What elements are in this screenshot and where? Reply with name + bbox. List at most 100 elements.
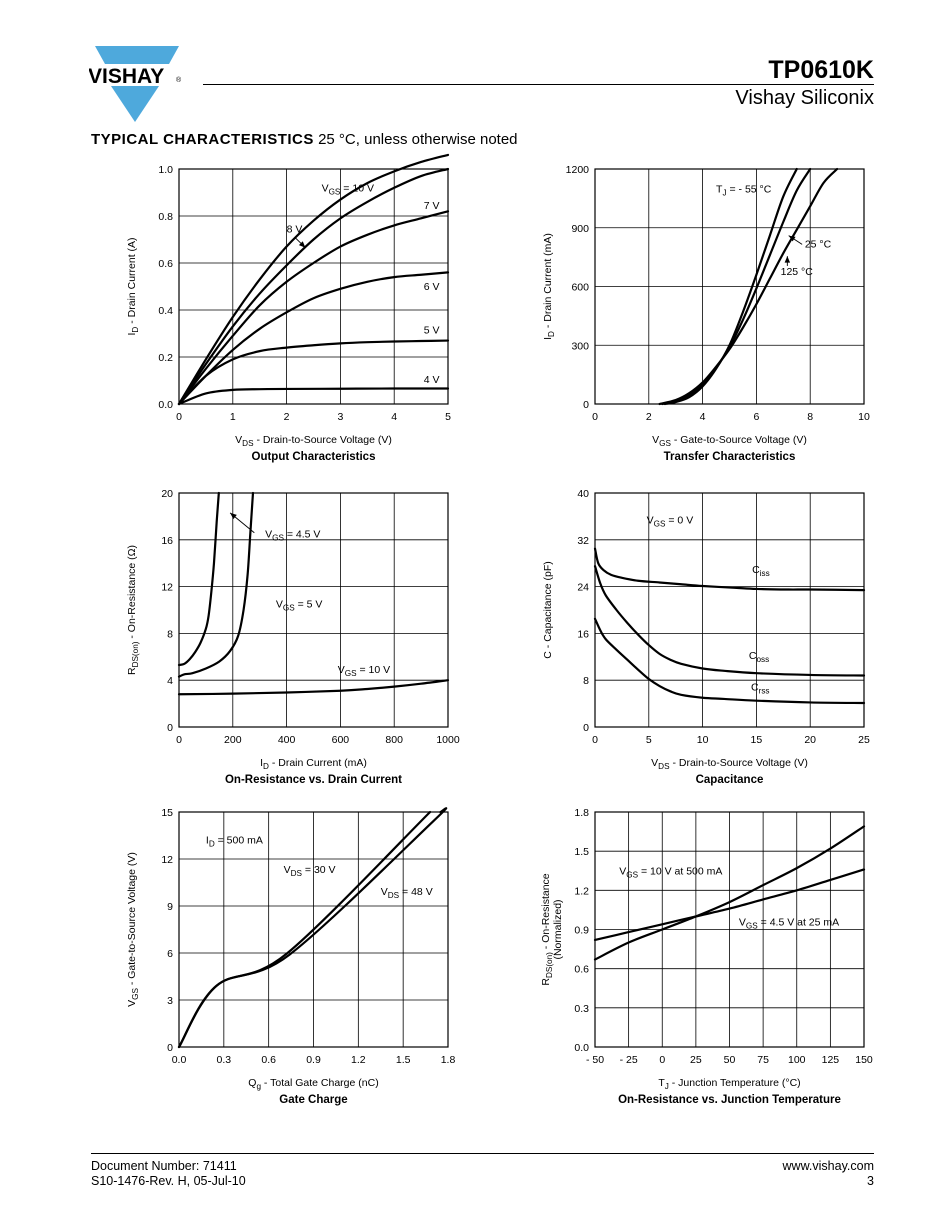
series-line-vgs-4-5-v-at-25-ma [593, 868, 866, 942]
annotation-label-main: C [749, 650, 757, 662]
y-axis-label-sub: GS [131, 988, 140, 1000]
series-line-crss [593, 617, 866, 705]
y-tick-label: 0.0 [158, 399, 173, 411]
annotation-label: Ciss [752, 564, 770, 578]
annotation-label-main: V [619, 866, 626, 878]
annotation-label: VGS = 10 V at 500 mA [619, 866, 722, 880]
annotation-label-rest: = - 55 °C [727, 184, 772, 196]
x-tick-label: 600 [332, 734, 350, 746]
x-tick-label: 1.8 [441, 1054, 456, 1066]
y-tick-label: 32 [577, 535, 589, 547]
y-tick-label: 0.4 [158, 305, 173, 317]
chart-title: Gate Charge [279, 1094, 347, 1106]
annotation-label-sub: rss [759, 687, 770, 696]
series-line-vgs-5-v [177, 491, 255, 678]
series-line-vds-48-v [177, 807, 448, 1049]
x-tick-label: 200 [224, 734, 242, 746]
part-number: TP0610K [768, 56, 874, 84]
logo-brand-text: VISHAY [89, 65, 164, 88]
annotation-label-sub: GS [329, 187, 341, 196]
x-axis-label-main: V [652, 434, 659, 446]
chart-title: Output Characteristics [252, 451, 376, 463]
x-axis-label-sub: D [263, 762, 269, 771]
annotation-label-main: V [647, 514, 654, 526]
x-axis-label: ID - Drain Current (mA) [260, 757, 367, 771]
chart-on-resistance-vs-junction-temperature: - 50 - 25 0 25 50 75 100 125 150 0.0 0.3 0.6 0.9 1.2 1… [540, 807, 873, 1106]
annotation-arrowhead [298, 241, 306, 248]
annotation-label-main: C [752, 564, 760, 576]
annotation-label-main: V [284, 864, 291, 876]
footer-left: Document Number: 71411 S10-1476-Rev. H, … [91, 1159, 246, 1189]
annotation-label: 4 V [424, 374, 440, 386]
y-tick-label: 600 [571, 282, 589, 294]
x-tick-label: 0 [659, 1054, 665, 1066]
annotation-label-main: V [322, 182, 329, 194]
y-axis-label: C - Capacitance (pF) [542, 561, 554, 658]
x-axis-label-rest: - Gate-to-Source Voltage (V) [671, 434, 807, 446]
x-tick-label: 5 [445, 411, 451, 423]
y-tick-label: 0.0 [574, 1042, 589, 1054]
annotation-label: VGS = 4.5 V [265, 528, 320, 542]
y-tick-label: 6 [167, 948, 173, 960]
y-axis-label-main: C [542, 651, 554, 659]
annotation-label-main: V [381, 886, 388, 898]
series-line-vgs-10-v-at-500-ma [593, 825, 866, 961]
y-axis-label-main: R [540, 978, 552, 986]
y-axis-label-sub: D [547, 331, 556, 337]
y-axis-label-sub: DS(on) [545, 952, 554, 978]
annotation-label-sub: D [209, 839, 215, 848]
x-axis-label-sub: GS [659, 439, 671, 448]
y-tick-label: 1.5 [574, 846, 589, 858]
x-tick-label: 6 [753, 411, 759, 423]
x-tick-label: 10 [858, 411, 870, 423]
x-tick-label: 2 [284, 411, 290, 423]
y-tick-label: 1200 [566, 164, 590, 176]
x-tick-label: 4 [700, 411, 706, 423]
y-axis-label: VGS - Gate-to-Source Voltage (V) [126, 852, 140, 1007]
x-axis-label: VDS - Drain-to-Source Voltage (V) [651, 757, 808, 771]
series-line-7-v [177, 210, 450, 406]
header-rule [203, 84, 874, 85]
y-axis-label: RDS(on) - On-Resistance [540, 873, 554, 985]
y-tick-label: 900 [571, 223, 589, 235]
website-link[interactable]: www.vishay.com [782, 1159, 874, 1173]
x-tick-label: 0 [592, 734, 598, 746]
x-axis-label-main: V [651, 757, 658, 769]
x-axis-label-rest: - Total Gate Charge (nC) [261, 1077, 379, 1089]
y-tick-label: 0.8 [158, 211, 173, 223]
x-axis-label-main: I [260, 757, 263, 769]
annotation-label: ID = 500 mA [206, 834, 263, 848]
series-line-vgs-10-v [177, 679, 450, 696]
x-tick-label: 1 [230, 411, 236, 423]
series-line-8-v [177, 167, 450, 406]
annotation-label: 125 °C [781, 266, 814, 278]
annotation-arrowhead [788, 235, 796, 242]
annotation-label-rest: = 4.5 V at 25 mA [758, 917, 839, 929]
x-tick-label: 0.3 [217, 1054, 232, 1066]
annotation-label-sub: GS [746, 922, 758, 931]
series-line-5-v [177, 339, 450, 406]
y-tick-label: 1.8 [574, 807, 589, 819]
annotation-label: 8 V [287, 223, 303, 235]
y-tick-label: 16 [577, 628, 589, 640]
y-axis-label-main: V [126, 1000, 138, 1007]
y-tick-label: 8 [167, 628, 173, 640]
x-tick-label: 25 [690, 1054, 702, 1066]
annotation-label: VGS = 10 V [322, 182, 374, 196]
annotation-label-sub: GS [283, 604, 295, 613]
x-tick-label: 0.6 [261, 1054, 276, 1066]
x-tick-label: - 25 [620, 1054, 638, 1066]
x-tick-label: 20 [804, 734, 816, 746]
annotation-label-sub: GS [626, 871, 638, 880]
x-tick-label: 1.2 [351, 1054, 366, 1066]
y-tick-label: 3 [167, 995, 173, 1007]
series-line-125-c [658, 167, 839, 406]
y-axis-label-main: I [126, 333, 138, 336]
chart-title: On-Resistance vs. Junction Temperature [618, 1094, 841, 1106]
document-number: Document Number: 71411 [91, 1159, 237, 1173]
y-tick-label: 20 [161, 488, 173, 500]
y-axis-label-sub: DS(on) [131, 641, 140, 667]
